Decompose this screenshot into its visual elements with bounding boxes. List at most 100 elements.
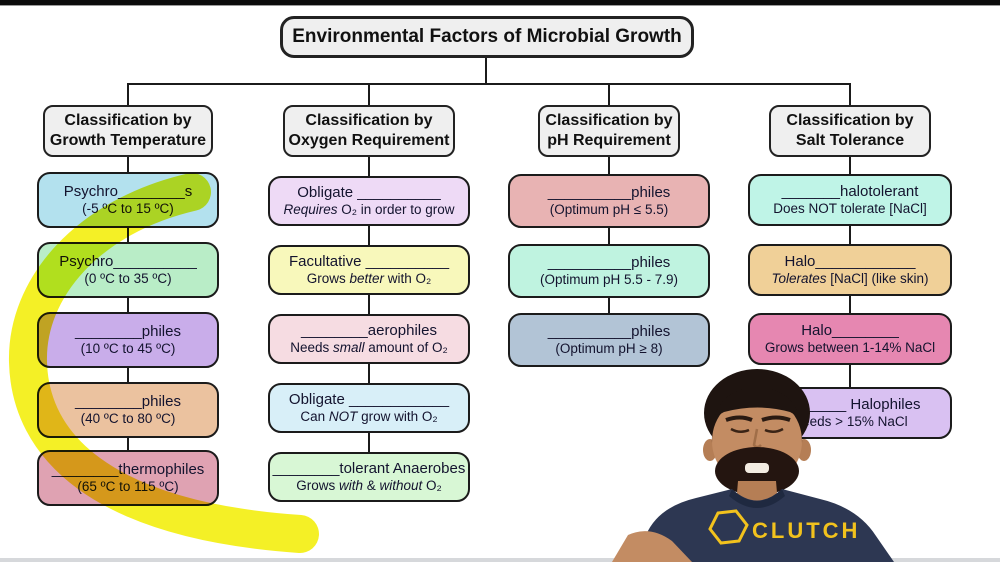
flow-box-line1: Psychro__________	[59, 252, 197, 270]
connector-line	[368, 157, 370, 176]
flow-box: Halo________ Grows between 1-14% NaCl	[748, 313, 952, 365]
flow-box-line2: Grows between 1-14% NaCl	[765, 340, 935, 357]
flow-box-line2: Grows with & without O₂	[296, 478, 442, 495]
neck	[736, 481, 778, 505]
flow-box-line1: Halo________	[801, 321, 899, 339]
connector-rail-drop	[368, 83, 370, 105]
flow-box: ________thermophiles (65 ºC to 115 ºC)	[37, 450, 219, 506]
flow-box-line2-segment: (Optimum pH ≥ 8)	[555, 341, 663, 357]
flow-box: Psychro__________ (0 ºC to 35 ºC)	[37, 242, 219, 298]
clutch-hexagon-icon	[708, 509, 749, 545]
flow-box: __________philes (Optimum pH ≤ 5.5)	[508, 174, 710, 228]
flow-box-line2-segment: better	[349, 271, 385, 287]
flow-box-line2: (40 ºC to 80 ºC)	[81, 411, 176, 428]
beard	[715, 447, 799, 495]
connector-line	[368, 433, 370, 452]
ear-left	[703, 439, 717, 461]
flow-box-line2-segment: O₂	[422, 478, 442, 494]
connector-line	[849, 296, 851, 313]
flow-box-line2: (Optimum pH ≤ 5.5)	[550, 202, 668, 219]
column-header-oxygen-requirement: Classification by Oxygen Requirement	[283, 105, 455, 157]
flow-box: _______halotolerant Does NOT tolerate [Na…	[748, 174, 952, 226]
flow-box-line2-segment: Requires	[283, 202, 338, 218]
flow-box-line1: __________philes	[547, 322, 671, 340]
flow-box-line2: Needs small amount of O₂	[290, 340, 448, 357]
flow-box-line2: Does NOT tolerate [NaCl]	[773, 201, 927, 218]
flow-box-line2-segment: (65 ºC to 115 ºC)	[77, 479, 179, 495]
flow-box-line2: (Optimum pH ≥ 8)	[555, 341, 662, 358]
flow-box: Obligate ____________ Can NOT grow with O…	[268, 383, 470, 433]
top-black-bar	[0, 0, 1000, 5]
flow-box: ________philes (40 ºC to 80 ºC)	[37, 382, 219, 438]
connector-title-drop	[485, 58, 487, 83]
connector-line	[849, 226, 851, 244]
shirt	[636, 489, 894, 562]
flow-box-line1: Obligate __________	[297, 183, 441, 201]
flow-box-line1: __________philes	[547, 183, 671, 201]
flow-box-line1: Obligate ____________	[288, 390, 450, 408]
flow-box-line2-segment: O₂ in order to grow	[337, 202, 455, 218]
flow-box: Facultative __________ Grows better with …	[268, 245, 470, 295]
flow-box-line1: _______halotolerant	[781, 182, 919, 200]
flow-box-line2-segment: &	[362, 478, 380, 494]
connector-line	[849, 157, 851, 174]
column-header-line: pH Requirement	[547, 132, 671, 149]
flow-box-line2: Tolerates [NaCl] (like skin)	[771, 271, 928, 288]
ear-right	[797, 439, 811, 461]
flow-box-line2-segment: Grows	[296, 478, 339, 494]
flow-box-line2-segment: without	[379, 478, 423, 494]
flow-box-line2: Grows better with O₂	[307, 271, 432, 288]
flow-box-line2-segment: [NaCl] (like skin)	[826, 271, 929, 287]
flow-box-line2-segment: with	[338, 478, 363, 494]
connector-line	[608, 228, 610, 244]
flow-box-line1: ________tolerant Anaerobes	[272, 459, 466, 477]
flow-box-line1: ________philes	[75, 322, 181, 340]
flow-box-line2-segment: (10 ºC to 45 ºC)	[80, 341, 176, 357]
flow-box-line2-segment: (Optimum pH ≤ 5.5)	[549, 202, 669, 218]
shirt-logo-text: CLUTCH	[752, 518, 860, 543]
flow-box-line1: Halo____________	[784, 252, 916, 270]
flow-box: Halo____________ Tolerates [NaCl] (like s…	[748, 244, 952, 296]
column-header-line: Classification by	[545, 112, 673, 130]
flow-box-line2-segment: (40 ºC to 80 ºC)	[80, 411, 176, 427]
flow-box-line1: __________philes	[547, 253, 671, 271]
flow-box-line2-segment: (0 ºC to 35 ºC)	[84, 271, 172, 287]
flow-box-line2-segment: (Optimum pH 5.5 - 7.9)	[539, 272, 679, 288]
flow-box-line2-segment: Does NOT tolerate [NaCl]	[773, 201, 927, 217]
connector-line	[849, 365, 851, 387]
flow-box-line2: (-5 ºC to 15 ºC)	[82, 201, 174, 218]
shirt-collar	[729, 489, 785, 508]
diagram-title: Environmental Factors of Microbial Growt…	[280, 16, 694, 58]
connector-rail-drop	[849, 83, 851, 105]
connector-rail-drop	[127, 83, 129, 105]
flow-box-line2: Can NOT grow with O₂	[300, 409, 437, 426]
flow-box: __________philes (Optimum pH 5.5 - 7.9)	[508, 244, 710, 298]
flow-box-line2: Needs > 15% NaCl	[792, 414, 907, 431]
column-header-line: Salt Tolerance	[795, 132, 905, 149]
flow-box: Psychro________s (-5 ºC to 15 ºC)	[37, 172, 219, 228]
connector-line	[608, 157, 610, 174]
flow-box-line2-segment: (-5 ºC to 15 ºC)	[82, 201, 174, 217]
flow-box: ________tolerant Anaerobes Grows with & w…	[268, 452, 470, 502]
top-bar-edge	[0, 5, 1000, 6]
flow-box-line2-segment: Needs > 15% NaCl	[792, 414, 908, 430]
column-header-line: Growth Temperature	[49, 132, 207, 149]
flow-box-line2-segment: Grows	[306, 271, 350, 287]
eye-left	[730, 427, 750, 433]
connector-line	[608, 298, 610, 313]
flow-box-line2-segment: Needs	[290, 340, 333, 356]
flow-box-line2-segment: with O₂	[384, 271, 432, 287]
flow-box-line2-segment: Can	[300, 409, 329, 425]
flow-box-line2: (Optimum pH 5.5 - 7.9)	[540, 272, 678, 289]
column-header-growth-temperature: Classification by Growth Temperature	[43, 105, 213, 157]
flow-box-line1: ________aerophiles	[301, 321, 437, 339]
mouth	[745, 463, 769, 473]
bottom-edge-strip	[0, 558, 1000, 562]
flow-box-line2: (0 ºC to 35 ºC)	[84, 271, 171, 288]
flow-box: Obligate __________ Requires O₂ in order …	[268, 176, 470, 226]
connector-line	[127, 298, 129, 312]
connector-line	[368, 226, 370, 245]
connector-line	[368, 364, 370, 383]
connector-line	[127, 228, 129, 242]
